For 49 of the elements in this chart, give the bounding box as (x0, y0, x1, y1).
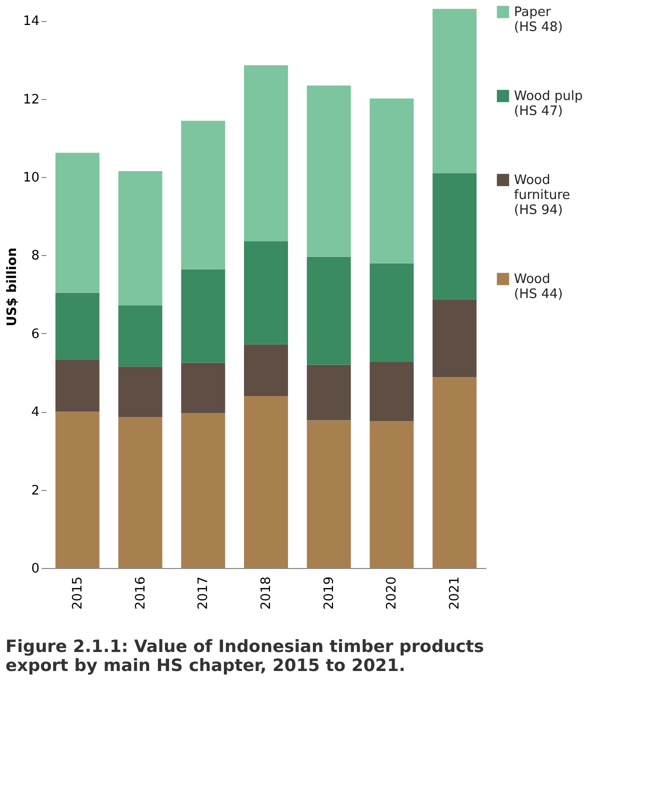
legend-label: Wood (HS 44) (514, 272, 563, 302)
y-axis-title: US$ billion (4, 248, 20, 326)
y-tick-label: 0 (31, 562, 40, 576)
bar (306, 420, 351, 568)
bar (244, 65, 288, 242)
legend-label: Wood furniture (HS 94) (514, 173, 570, 218)
text: Figure 2.1.1: Value of Indonesian timber products export by main HS chapter, 2015 to 2021. (5, 637, 484, 676)
bar (118, 366, 162, 418)
y-tick-label: 10 (22, 170, 40, 186)
bar (55, 360, 100, 412)
bar (181, 269, 226, 363)
bar (370, 98, 414, 264)
x-tick-label: 2021 (448, 576, 463, 610)
y-tick-label: 14 (22, 14, 40, 30)
x-tick-label: 2019 (322, 576, 337, 610)
bar (432, 8, 477, 174)
bar (181, 413, 226, 568)
x-tick-label: 2020 (384, 576, 400, 610)
bar (432, 173, 477, 300)
bar (181, 120, 226, 270)
bar (181, 362, 226, 414)
legend-label: Wood pulp (HS 47) (514, 89, 583, 119)
bar (432, 299, 477, 378)
y-tick-label: 6 (31, 326, 40, 342)
y-tick-label: 12 (22, 92, 40, 108)
y-tick-label: 2 (31, 483, 40, 498)
bar (370, 420, 414, 568)
bar (118, 417, 162, 568)
y-tick-label: 4 (31, 405, 40, 420)
y-tick-label: 8 (31, 248, 40, 264)
bar (118, 305, 162, 367)
x-tick-label: 2016 (133, 576, 148, 610)
bar (306, 86, 351, 257)
bar (306, 364, 351, 420)
bar (432, 377, 477, 568)
bar (370, 263, 414, 362)
legend-label: Paper (HS 48) (514, 5, 563, 35)
bar (244, 344, 288, 396)
x-tick-label: 2015 (70, 576, 86, 610)
bar (118, 171, 162, 306)
bar (55, 152, 100, 293)
x-tick-label: 2018 (259, 576, 274, 610)
bar (244, 396, 288, 568)
bar (306, 256, 351, 365)
bar (55, 292, 100, 360)
bar (370, 362, 414, 421)
x-tick-label: 2017 (196, 576, 212, 610)
bar (55, 412, 100, 568)
bar (244, 241, 288, 344)
